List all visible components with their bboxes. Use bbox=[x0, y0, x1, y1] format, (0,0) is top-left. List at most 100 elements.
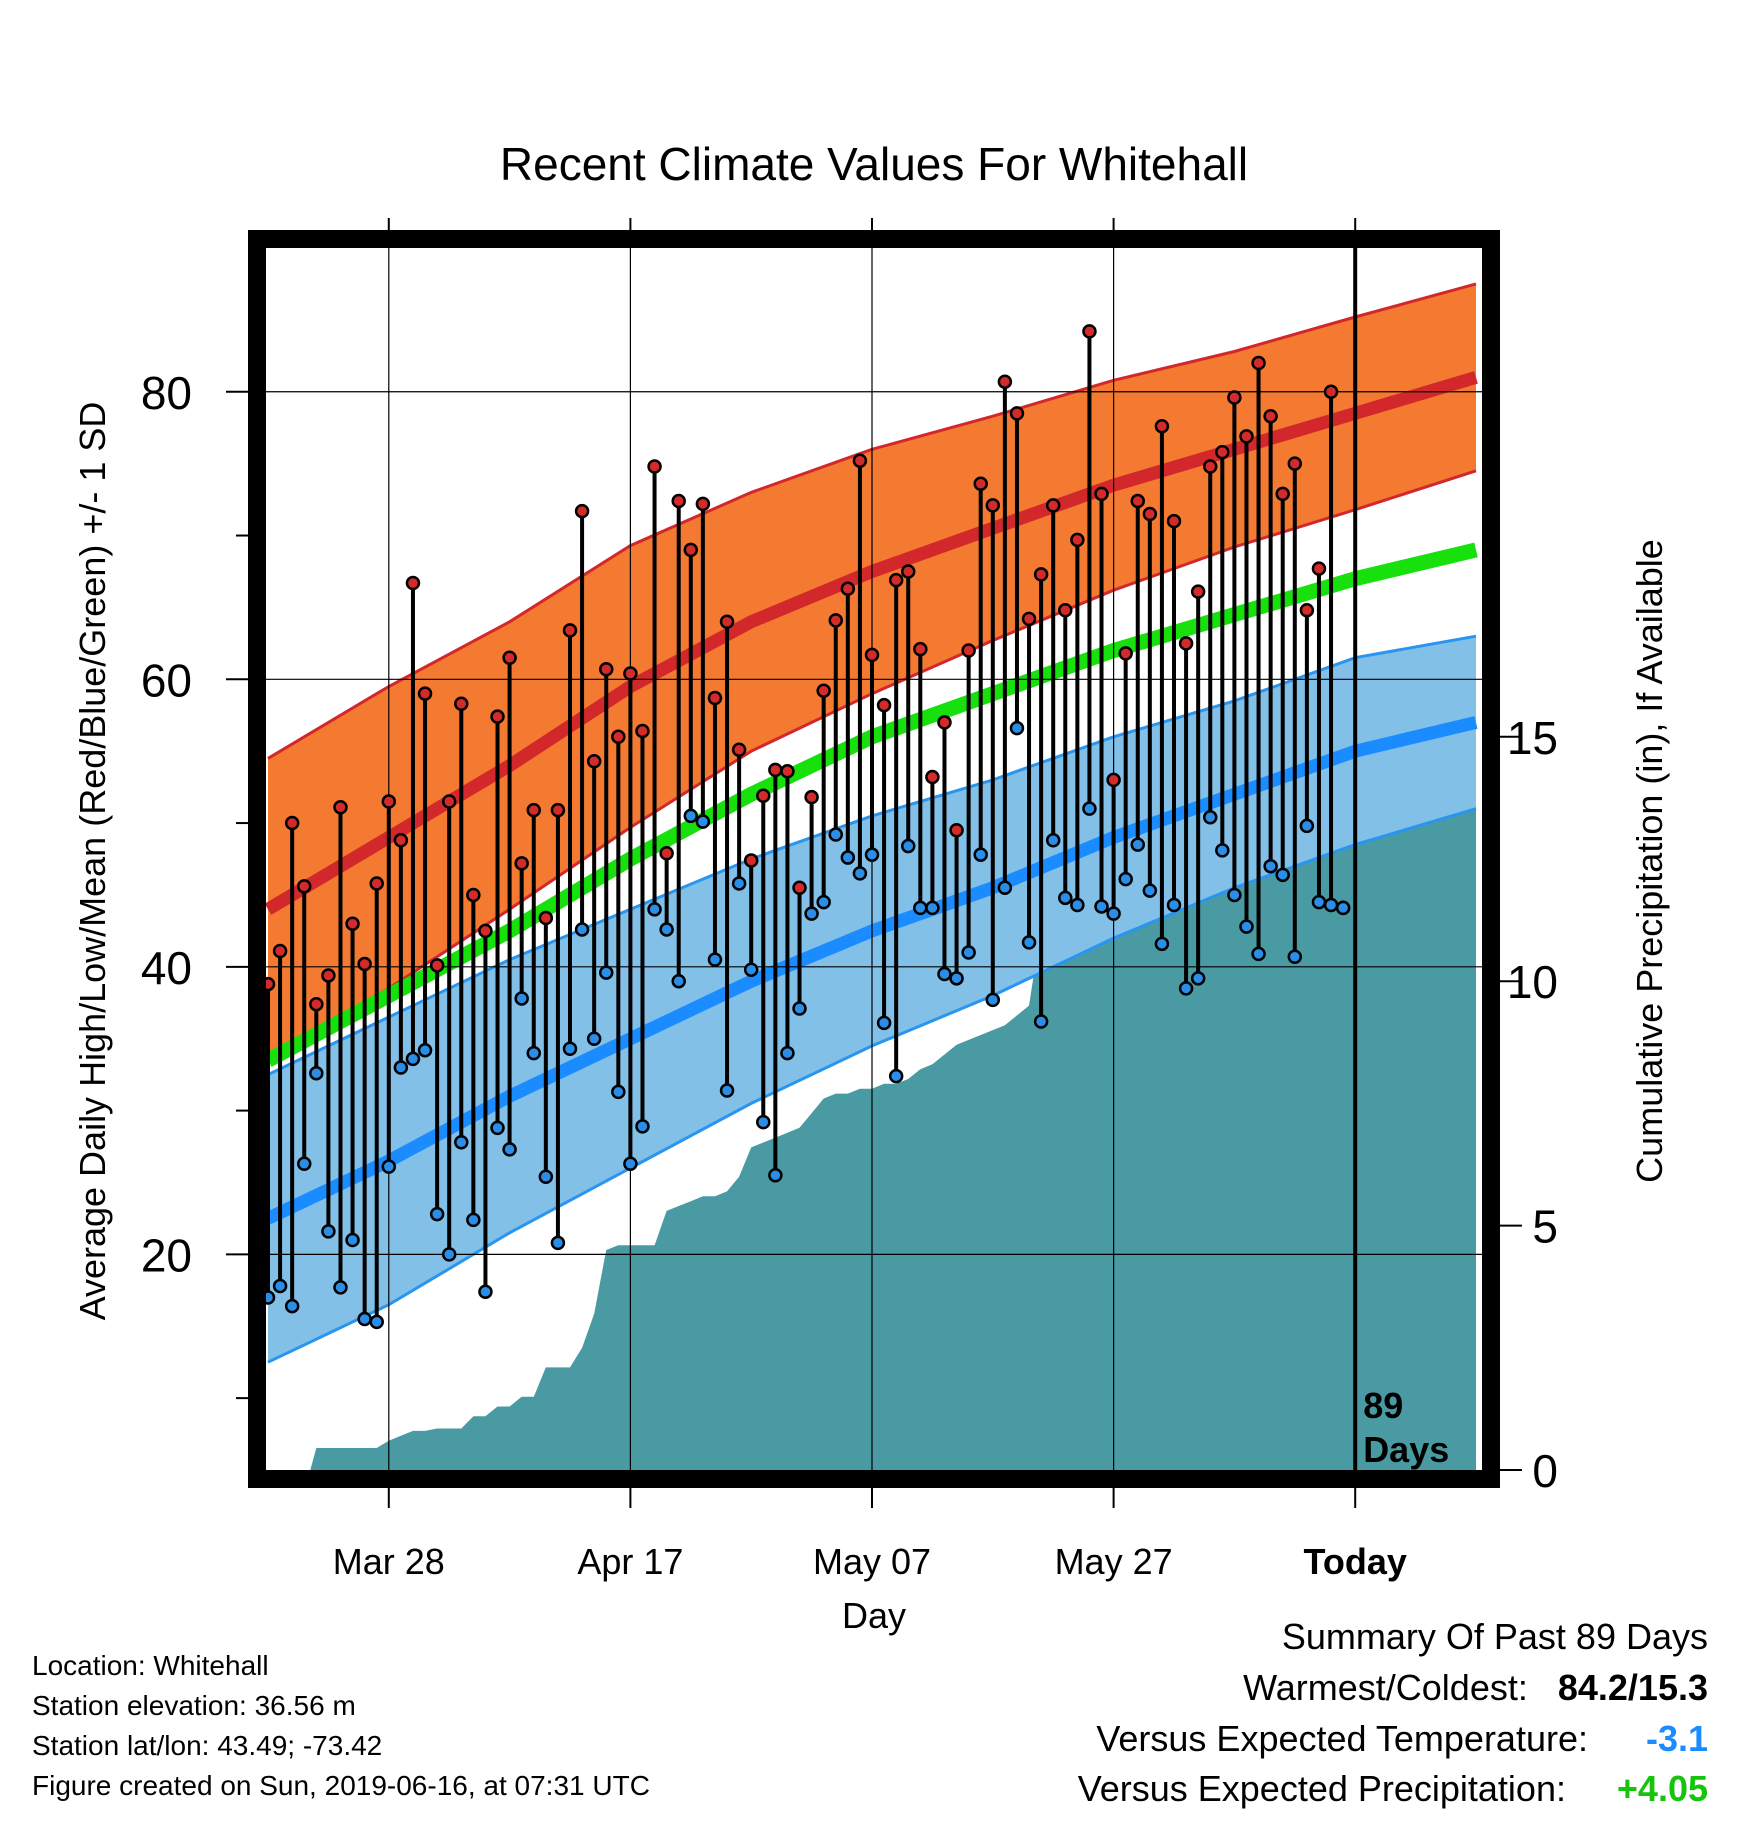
daily-high-point bbox=[888, 572, 904, 588]
created-text: Figure created on Sun, 2019-06-16, at 07… bbox=[32, 1770, 650, 1801]
y-tick-label: 60 bbox=[141, 654, 192, 706]
daily-low-point bbox=[864, 847, 880, 862]
daily-high-point bbox=[635, 723, 650, 739]
daily-low-point bbox=[454, 1134, 469, 1150]
daily-low-point bbox=[321, 1224, 336, 1239]
temp-row: Versus Expected Temperature: -3.1 bbox=[1078, 1714, 1708, 1764]
daily-high-point bbox=[997, 374, 1013, 389]
precip-departure-label: Versus Expected Precipitation: bbox=[1077, 1768, 1566, 1809]
daily-low-point bbox=[1058, 890, 1073, 906]
daily-low-point bbox=[478, 1284, 493, 1299]
daily-high-point bbox=[876, 697, 892, 713]
daily-high-point bbox=[1263, 408, 1278, 424]
daily-high-point bbox=[1251, 355, 1266, 371]
daily-low-point bbox=[490, 1120, 505, 1136]
daily-high-point bbox=[466, 887, 481, 903]
daily-low-point bbox=[997, 880, 1013, 896]
daily-low-point bbox=[840, 850, 856, 865]
daily-high-point bbox=[1154, 419, 1170, 434]
x-axis-label: Day bbox=[842, 1595, 906, 1636]
daily-low-point bbox=[514, 991, 529, 1006]
x-tick-label: Today bbox=[1304, 1541, 1407, 1582]
daily-high-point bbox=[1070, 532, 1085, 548]
daily-low-point bbox=[1275, 867, 1290, 883]
daily-low-point bbox=[550, 1235, 566, 1251]
daily-high-point bbox=[1142, 506, 1158, 522]
y2-tick-label: 5 bbox=[1532, 1201, 1558, 1253]
daily-high-point bbox=[985, 498, 1001, 513]
daily-high-point bbox=[369, 876, 384, 891]
daily-low-point bbox=[1021, 935, 1037, 950]
daily-high-point bbox=[864, 647, 880, 663]
daily-low-point bbox=[345, 1232, 360, 1248]
daily-low-point bbox=[913, 900, 928, 916]
daily-low-point bbox=[611, 1084, 626, 1100]
daily-low-point bbox=[381, 1159, 397, 1174]
daily-high-point bbox=[1227, 390, 1242, 405]
daily-high-point bbox=[683, 542, 699, 558]
y2-tick-label: 10 bbox=[1507, 956, 1558, 1008]
daily-high-point bbox=[840, 581, 856, 596]
daily-low-point bbox=[1227, 887, 1242, 903]
daily-low-point bbox=[405, 1051, 421, 1067]
daily-low-point bbox=[441, 1247, 457, 1262]
warmest-value: 84.2/15.3 bbox=[1557, 1667, 1708, 1708]
daily-high-point bbox=[1009, 406, 1025, 421]
daily-low-point bbox=[1215, 843, 1230, 858]
daily-high-point bbox=[1021, 611, 1037, 627]
daily-high-point bbox=[695, 496, 711, 512]
daily-high-point bbox=[731, 742, 747, 757]
daily-high-point bbox=[1033, 567, 1049, 582]
daily-high-point bbox=[900, 564, 916, 579]
daily-high-point bbox=[393, 833, 409, 848]
daily-low-point bbox=[900, 838, 916, 854]
daily-high-point bbox=[1045, 498, 1061, 513]
daily-high-point bbox=[792, 880, 807, 896]
precip-row: Versus Expected Precipitation: +4.05 bbox=[1078, 1764, 1708, 1814]
daily-low-point bbox=[369, 1314, 384, 1330]
daily-low-point bbox=[284, 1298, 300, 1314]
daily-high-point bbox=[333, 799, 348, 815]
daily-high-point bbox=[478, 923, 493, 939]
daily-low-point bbox=[1335, 900, 1351, 916]
daily-high-point bbox=[852, 453, 868, 469]
daily-low-point bbox=[1106, 906, 1121, 921]
daily-high-point bbox=[756, 788, 771, 803]
y-tick-label: 20 bbox=[141, 1229, 192, 1281]
daily-high-point bbox=[417, 686, 433, 701]
daily-high-point bbox=[937, 715, 952, 730]
daily-low-point bbox=[1082, 801, 1097, 816]
daily-low-point bbox=[707, 952, 723, 967]
x-tick-label: May 27 bbox=[1055, 1541, 1173, 1582]
daily-high-point bbox=[1299, 603, 1315, 618]
daily-low-point bbox=[731, 876, 747, 891]
daily-high-point bbox=[441, 794, 457, 809]
today-days-count: 89 bbox=[1363, 1385, 1403, 1426]
x-tick-label: Mar 28 bbox=[333, 1541, 445, 1582]
daily-low-point bbox=[671, 973, 686, 989]
summary-panel: Summary Of Past 89 Days Warmest/Coldest:… bbox=[1078, 1612, 1708, 1814]
daily-high-point bbox=[816, 683, 831, 699]
daily-high-point bbox=[490, 709, 505, 724]
daily-low-point bbox=[429, 1206, 445, 1222]
daily-high-point bbox=[804, 789, 819, 805]
daily-high-point bbox=[550, 802, 566, 818]
daily-high-point bbox=[1239, 429, 1254, 444]
warmest-row: Warmest/Coldest: 84.2/15.3 bbox=[1078, 1662, 1708, 1714]
daily-high-point bbox=[768, 762, 783, 778]
y2-tick-label: 15 bbox=[1507, 712, 1558, 764]
daily-low-point bbox=[1033, 1014, 1049, 1029]
daily-low-point bbox=[1045, 833, 1061, 848]
daily-low-point bbox=[1094, 899, 1109, 914]
daily-high-point bbox=[1323, 384, 1339, 400]
daily-high-point bbox=[586, 753, 602, 769]
y-tick-label: 80 bbox=[141, 367, 192, 419]
daily-high-point bbox=[1118, 646, 1133, 661]
daily-low-point bbox=[296, 1156, 312, 1172]
daily-low-point bbox=[1323, 897, 1339, 913]
daily-low-point bbox=[1070, 897, 1085, 913]
daily-low-point bbox=[1287, 949, 1303, 965]
daily-high-point bbox=[405, 575, 421, 591]
daily-high-point bbox=[1311, 561, 1327, 576]
